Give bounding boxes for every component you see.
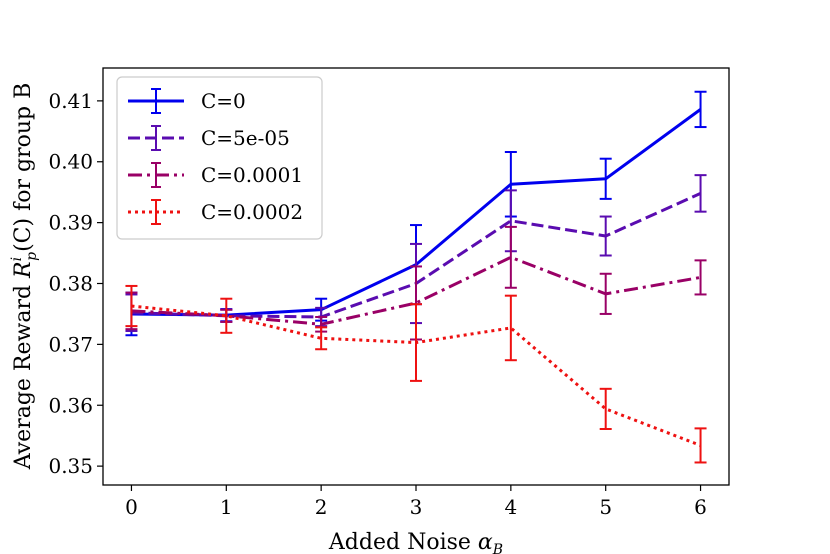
x-tick-label: 3 (410, 495, 423, 519)
legend-entry: C=0.0001 (128, 162, 303, 188)
y-tick-label: 0.36 (48, 393, 93, 417)
y-tick-label: 0.37 (48, 332, 93, 356)
x-tick-label: 2 (315, 495, 328, 519)
x-tick-label: 6 (694, 495, 707, 519)
y-tick-label: 0.41 (48, 89, 93, 113)
y-tick-label: 0.40 (48, 150, 93, 174)
ticks-layer: 0 1 2 3 4 5 6 0.35 0.36 0.37 0.38 0.39 0.40 0.41 (48, 89, 706, 519)
y-tick-label: 0.39 (48, 211, 93, 235)
legend-label: C=0 (201, 89, 246, 113)
series-C=0.0002 (125, 284, 707, 464)
legend-label: C=5e-05 (201, 126, 290, 150)
x-tick-label: 1 (220, 495, 233, 519)
y-tick-label: 0.38 (48, 272, 93, 296)
legend-label: C=0.0001 (201, 163, 303, 187)
legend: C=0 C=5e-05 C=0.0001 C=0.0002 (116, 76, 323, 240)
y-tick-label: 0.35 (48, 454, 93, 478)
series-layer (125, 90, 707, 464)
legend-entry: C=0.0002 (128, 199, 303, 225)
x-tick-label: 0 (125, 495, 138, 519)
x-tick-label: 5 (599, 495, 612, 519)
y-axis-label: Average Reward Rip(C) for group B (9, 83, 40, 471)
legend-entry: C=0 (128, 88, 246, 114)
legend-box (116, 76, 323, 240)
legend-label: C=0.0002 (201, 200, 303, 224)
legend-entry: C=5e-05 (128, 125, 290, 151)
x-tick-label: 4 (504, 495, 517, 519)
x-axis-label: Added Noise αB (328, 530, 503, 554)
